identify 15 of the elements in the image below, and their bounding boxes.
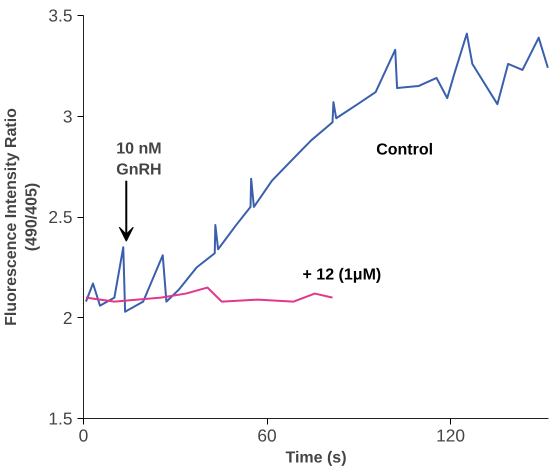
y-tick-label: 2 xyxy=(62,308,73,328)
annotation: 10 nM GnRH xyxy=(116,140,162,179)
y-tick-label: 3 xyxy=(62,106,73,126)
line-series xyxy=(84,286,334,303)
line-series xyxy=(84,32,548,313)
y-tick-label: 3.5 xyxy=(48,6,73,26)
y-axis-title: Fluorescence Intensity Ratio (490/405) xyxy=(3,108,40,326)
y-tick-label: 1.5 xyxy=(48,408,73,428)
y-tick-label: 2.5 xyxy=(48,207,73,227)
x-axis-title: Time (s) xyxy=(285,450,347,466)
x-tick-label: 120 xyxy=(436,426,466,446)
series-label: + 12 (1μM) xyxy=(302,266,382,284)
x-tick-label: 60 xyxy=(257,426,277,446)
text: Control xyxy=(376,141,434,158)
x-tick-label: 0 xyxy=(78,426,88,446)
